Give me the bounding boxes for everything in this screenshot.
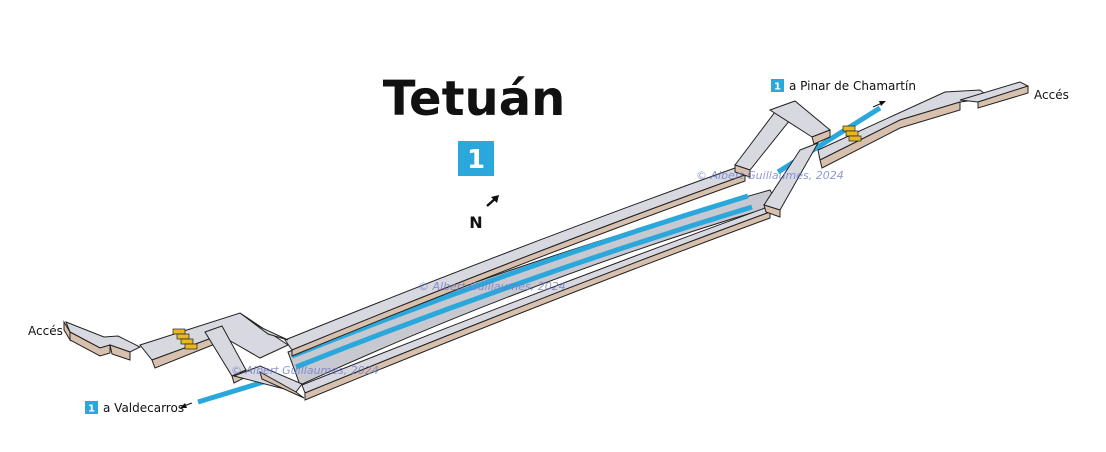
turnstile <box>848 135 862 142</box>
platform-wall-lower-side <box>304 211 771 401</box>
west-mezzanine <box>63 312 305 399</box>
direction-label-south: 1 a Valdecarros <box>85 401 184 415</box>
north-arrow-head-icon <box>491 195 499 203</box>
station-title: Tetuán <box>383 71 566 127</box>
track-exit-south <box>197 377 271 405</box>
line-badge-small <box>771 79 784 92</box>
access-label-east: Accés <box>1034 88 1069 102</box>
turnstile <box>842 125 856 132</box>
platform-wall-upper-side <box>291 174 746 357</box>
turnstile <box>845 130 859 137</box>
line-badge-bg <box>458 141 494 176</box>
direction-arrow-north <box>872 101 886 108</box>
line-badge-small <box>85 401 98 414</box>
track-south <box>295 204 753 370</box>
line-badge: 1 <box>458 141 494 176</box>
west-access-end <box>63 320 71 342</box>
north-arrow: N <box>469 195 499 232</box>
watermark: © Albert Guillaumes, 2024 <box>418 280 566 293</box>
west-turnstiles <box>172 328 198 350</box>
north-label: N <box>469 213 482 232</box>
east-loop-right-side <box>763 204 781 218</box>
east-mezzanine <box>734 81 1030 218</box>
line-badge-small-number: 1 <box>88 404 95 415</box>
turnstile <box>180 338 194 345</box>
direction-label-north: 1 a Pinar de Chamartín <box>771 79 916 93</box>
track-north <box>291 193 749 359</box>
arrow-head-icon <box>879 101 886 106</box>
turnstile <box>176 333 190 340</box>
direction-text-north: a Pinar de Chamartín <box>789 79 916 93</box>
turnstile <box>184 343 198 350</box>
turnstile <box>172 328 186 335</box>
west-loop-bottom-side <box>259 370 305 399</box>
watermark: © Albert Guillaumes, 2024 <box>696 169 844 182</box>
access-label-west: Accés <box>28 324 63 338</box>
east-turnstiles <box>842 125 862 142</box>
east-access-side <box>977 85 1029 109</box>
direction-arrow-south <box>180 402 193 408</box>
east-loop-left-side <box>734 164 751 178</box>
east-loop-left-top <box>734 111 791 171</box>
platform-wall-upper-top <box>284 167 747 351</box>
line-badge-small-number: 1 <box>774 82 781 93</box>
arrow-head-icon <box>180 403 187 408</box>
direction-text-south: a Valdecarros <box>103 401 184 415</box>
west-access-side-2 <box>109 344 131 361</box>
line-badge-number: 1 <box>467 145 485 175</box>
west-stair-top <box>239 312 289 341</box>
east-corridor-side <box>819 101 961 169</box>
east-loop-top-side <box>811 129 831 145</box>
watermark: © Albert Guillaumes, 2024 <box>231 364 379 377</box>
